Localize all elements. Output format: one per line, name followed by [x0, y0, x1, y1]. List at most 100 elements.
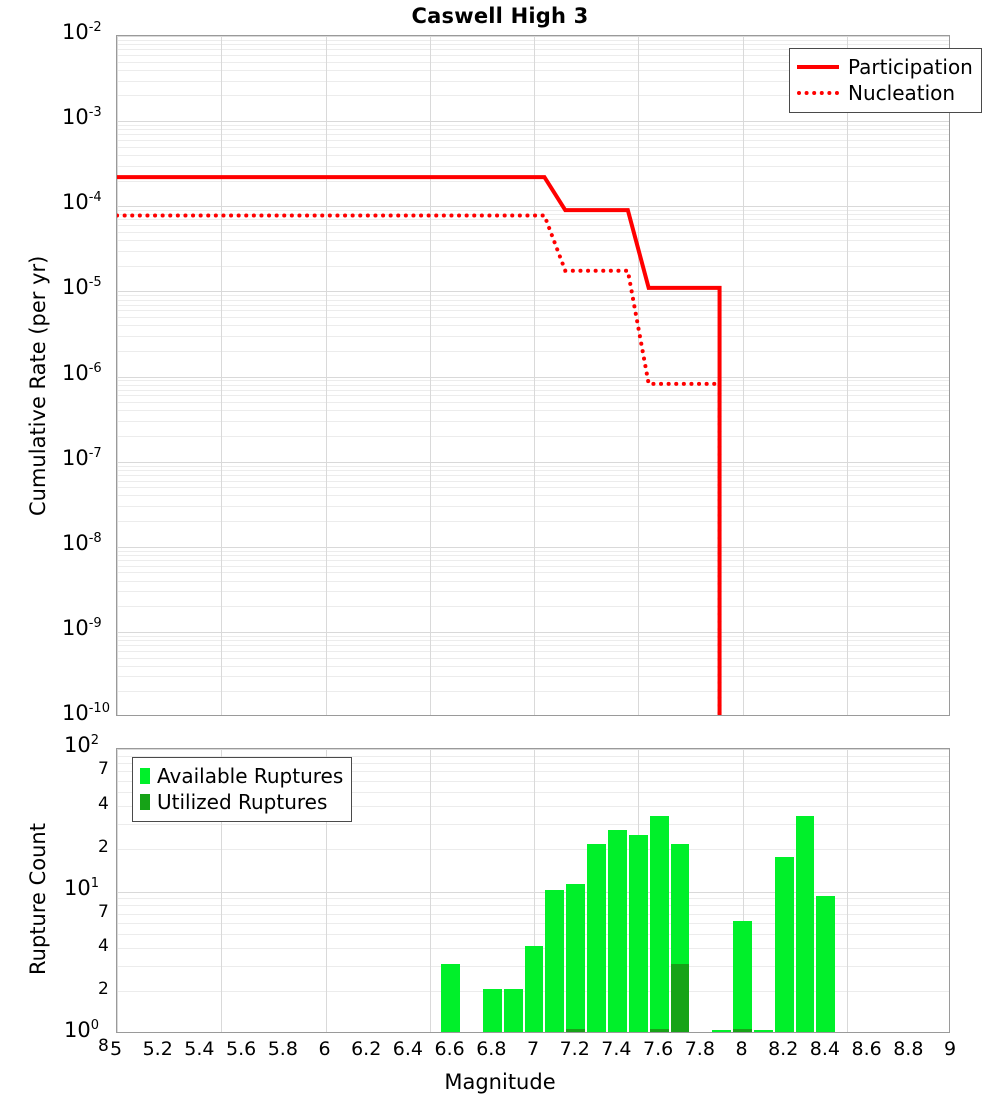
y-tick--4: 10-4 [62, 190, 102, 215]
gridline-h-minor [117, 474, 949, 476]
gridline-h-minor [117, 299, 949, 301]
x-tick-5.4: 5.4 [184, 1038, 215, 1060]
x-tick-8.6: 8.6 [851, 1038, 882, 1060]
legend-item-available[interactable]: Available Ruptures [140, 763, 343, 789]
x-tick-7.6: 7.6 [642, 1038, 674, 1060]
table-row [441, 964, 461, 1032]
gridline-h [117, 206, 949, 208]
bottom-y-minor-tick: 2 [98, 979, 109, 1000]
table-row [649, 815, 669, 1032]
x-tick-8.4: 8.4 [809, 1038, 840, 1060]
available-color-icon [140, 768, 150, 784]
gridline-h-minor [117, 565, 949, 567]
gridline-h-minor [117, 231, 949, 233]
gridline-h-minor [117, 80, 949, 82]
gridline-v [638, 36, 640, 715]
gridline-h-minor [117, 389, 949, 391]
gridline-h [117, 461, 949, 463]
gridline-h-minor [117, 580, 949, 582]
x-tick-6.4: 6.4 [392, 1038, 423, 1060]
gridline-v [325, 36, 327, 715]
x-tick-7.4: 7.4 [601, 1038, 632, 1060]
table-row [482, 989, 502, 1032]
legend-item-nucleation[interactable]: Nucleation [797, 80, 973, 106]
gridline-h-minor [117, 665, 949, 667]
gridline-h-minor [117, 435, 949, 437]
gridline-h-minor [117, 480, 949, 482]
legend-item-utilized[interactable]: Utilized Ruptures [140, 789, 343, 815]
gridline-h-minor [117, 44, 949, 46]
x-tick-6.6: 6.6 [434, 1038, 465, 1060]
gridline-h-minor [117, 295, 949, 297]
gridline-h-minor [117, 154, 949, 156]
y-tick--7: 10-7 [62, 445, 102, 470]
gridline-h-minor [117, 791, 949, 793]
bottom-y-tick-2: 102 [64, 733, 100, 757]
x-tick-6.2: 6.2 [351, 1038, 382, 1060]
bottom-y-axis-label: Rupture Count [26, 822, 50, 975]
utilized-segment [566, 1029, 586, 1032]
x-tick-8: 8 [735, 1038, 748, 1060]
bottom-y-minor-tick: 8 [98, 1035, 109, 1056]
y-tick--10: 10-10 [62, 701, 110, 725]
table-row [670, 843, 690, 1032]
x-tick-6.8: 6.8 [476, 1038, 507, 1060]
gridline-h [117, 291, 949, 293]
gridline-h-minor [117, 380, 949, 382]
gridline-h-minor [117, 913, 949, 915]
x-tick-8.8: 8.8 [893, 1038, 924, 1060]
gridline-h-minor [117, 606, 949, 608]
mfd-curves [117, 175, 722, 715]
gridline-h-minor [117, 395, 949, 397]
gridline-h-minor [117, 146, 949, 148]
x-tick-7.8: 7.8 [684, 1038, 715, 1060]
gridline-h-minor [117, 265, 949, 267]
bottom-y-minor-tick: 7 [98, 759, 109, 780]
gridline-h-minor [117, 125, 949, 127]
gridline-h-minor [117, 771, 949, 773]
gridline-h-minor [117, 225, 949, 227]
gridline-h-minor [117, 69, 949, 71]
gridline-h-minor [117, 384, 949, 386]
utilized-segment [670, 964, 690, 1032]
gridline-h-minor [117, 49, 949, 51]
gridline-h-minor [117, 140, 949, 141]
bottom-y-minor-tick: 2 [98, 836, 109, 857]
table-row [587, 843, 606, 1032]
x-tick-5.2: 5.2 [142, 1038, 173, 1060]
gridline-h-minor [117, 335, 949, 337]
gridline-h-minor [117, 823, 949, 825]
gridline-h-minor [117, 755, 949, 757]
gridline-h-minor [117, 848, 949, 850]
gridline-h-minor [117, 762, 949, 764]
gridline-v [117, 36, 118, 715]
gridline-v [534, 749, 535, 1032]
gridline-h-minor [117, 550, 949, 552]
gridline-h-minor [117, 898, 949, 900]
gridline-v [846, 36, 848, 715]
dotted-line-icon [797, 91, 839, 95]
gridline-h [117, 631, 949, 633]
y-tick--9: 10-9 [62, 615, 102, 640]
gridline-h-minor [117, 657, 949, 659]
gridline-h-minor [117, 134, 949, 136]
table-row [816, 896, 836, 1032]
table-row [712, 1030, 732, 1032]
gridline-h-minor [117, 506, 949, 508]
y-tick--5: 10-5 [62, 275, 102, 300]
gridline-v [221, 749, 223, 1032]
utilized-segment [649, 1029, 669, 1032]
bottom-y-tick-1: 101 [64, 875, 100, 900]
gridline-h-minor [117, 304, 949, 306]
legend-item-participation[interactable]: Participation [797, 54, 973, 80]
gridline-h-minor [117, 905, 949, 907]
gridline-v [325, 749, 327, 1032]
mfd-legend: Participation Nucleation [789, 48, 982, 113]
x-tick-9: 9 [943, 1038, 957, 1060]
table-row [753, 1030, 773, 1032]
x-axis-label: Magnitude [444, 1070, 556, 1094]
gridline-h-minor [117, 559, 949, 561]
gridline-h [117, 891, 949, 893]
gridline-h-minor [117, 691, 949, 693]
x-tick-5: 5 [109, 1038, 123, 1060]
